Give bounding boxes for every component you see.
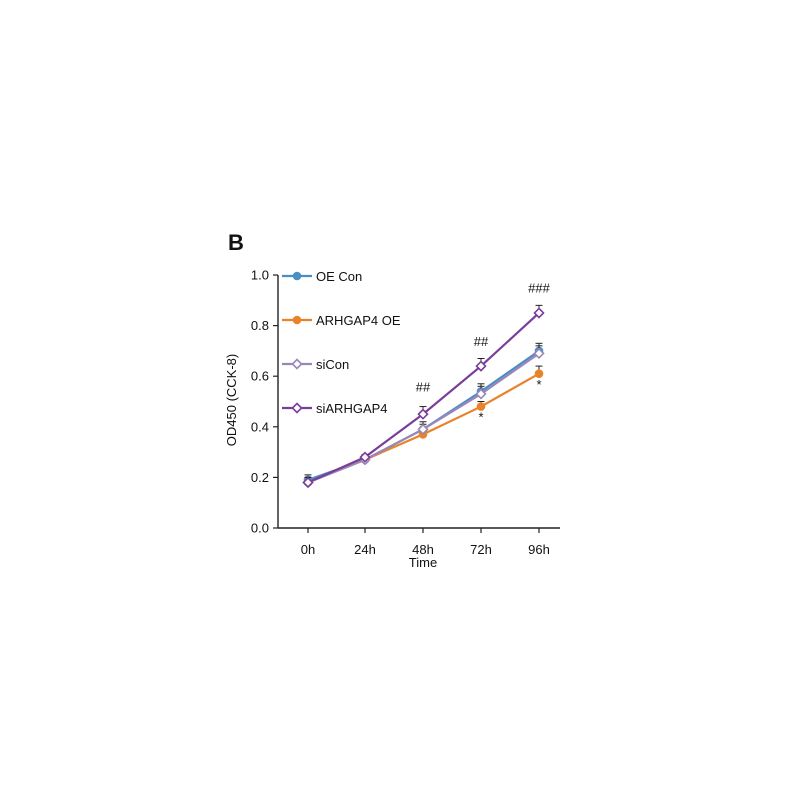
y-tick-label: 0.6 [251, 369, 269, 384]
data-point [475, 388, 487, 400]
legend-marker [291, 402, 303, 414]
legend[interactable]: OE Con ARHGAP4 OE siCon siARHGAP4 [282, 269, 401, 416]
significance-mark: ## [416, 379, 431, 394]
legend-entry[interactable]: siARHGAP4 [282, 401, 388, 416]
data-point [533, 347, 545, 360]
y-tick-label: 0.8 [251, 318, 269, 333]
data-point [417, 408, 429, 420]
legend-marker [292, 271, 302, 281]
x-tick-label: 96h [528, 542, 550, 557]
legend-label: OE Con [316, 269, 362, 284]
legend-marker [292, 315, 302, 325]
data-point [302, 476, 314, 489]
data-point [534, 369, 544, 378]
x-tick-label: 0h [301, 542, 315, 557]
data-point [417, 423, 429, 435]
significance-mark: ### [528, 281, 550, 296]
series-layer [302, 304, 545, 489]
x-tick-label: 24h [354, 542, 376, 557]
data-point [533, 307, 545, 319]
series-siarhgap4 [302, 304, 545, 489]
y-axis-label: OD450 (CCK-8) [224, 354, 239, 446]
legend-label: ARHGAP4 OE [316, 313, 401, 328]
legend-entry[interactable]: ARHGAP4 OE [282, 313, 401, 328]
y-tick-label: 0.0 [251, 521, 269, 536]
y-tick-label: 0.2 [251, 470, 269, 485]
data-point [359, 451, 371, 463]
significance-mark: * [536, 377, 541, 392]
legend-entry[interactable]: siCon [282, 357, 349, 372]
legend-entry[interactable]: OE Con [282, 269, 362, 284]
annotations-layer: #######** [416, 281, 551, 425]
y-tick-label: 1.0 [251, 268, 269, 283]
significance-mark: * [478, 410, 483, 425]
legend-label: siARHGAP4 [316, 401, 388, 416]
axes: 0.0 0.2 0.4 0.6 0.8 1.0 0h 24h 48h 72h 96h [251, 268, 560, 557]
x-tick-label: 48h [412, 542, 434, 557]
x-axis-label: Time [409, 555, 437, 570]
y-tick-label: 0.4 [251, 419, 269, 434]
data-point [475, 360, 487, 372]
data-point [476, 402, 486, 411]
x-tick-label: 72h [470, 542, 492, 557]
panel-label: B [228, 230, 244, 255]
legend-marker [291, 358, 303, 370]
significance-mark: ## [474, 334, 489, 349]
legend-label: siCon [316, 357, 349, 372]
series-line-siarhgap4 [307, 312, 540, 484]
